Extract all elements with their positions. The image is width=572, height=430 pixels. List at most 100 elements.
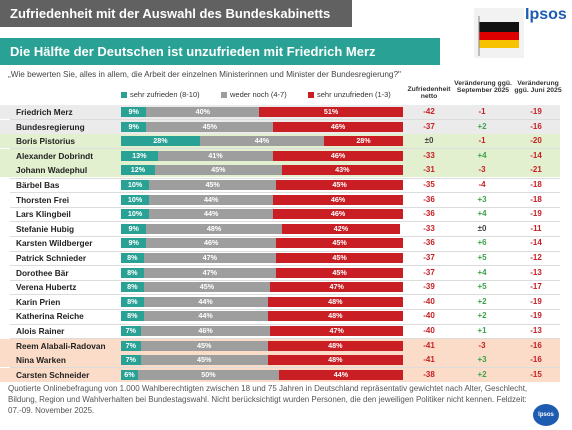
value-netto: -38 (423, 369, 435, 379)
bar-satisfied: 6% (121, 369, 138, 380)
value-change-june: -14 (530, 150, 542, 160)
bar-unsatisfied: 48% (267, 355, 403, 366)
value-change-june: -20 (530, 136, 542, 146)
value-change-june: -13 (530, 267, 542, 277)
bar-neutral: 41% (157, 150, 274, 161)
value-change-september: -1 (478, 107, 486, 116)
chart-row: Alois Rainer 7% 46% 47% -40 +1 -13 (0, 324, 560, 338)
chart-row: Boris Pistorius 28% 44% 28% ±0 -1 -20 (0, 134, 560, 149)
bar-satisfied: 28% (121, 136, 200, 147)
bar-unsatisfied: 45% (276, 253, 403, 263)
value-change-june: -16 (530, 121, 542, 131)
category-label: Karin Prien (16, 296, 61, 307)
value-netto: -40 (423, 296, 435, 306)
bar-satisfied: 13% (121, 150, 158, 161)
category-label: Katherina Reiche (16, 311, 84, 322)
category-label: Bärbel Bas (16, 180, 60, 190)
value-netto: -40 (423, 311, 435, 321)
bar-satisfied: 8% (121, 267, 144, 278)
bar-satisfied: 7% (121, 326, 141, 336)
value-change-september: +2 (477, 369, 487, 379)
bar-neutral: 44% (149, 194, 274, 205)
bar-neutral: 45% (143, 282, 271, 293)
value-netto: -42 (423, 107, 435, 116)
category-label: Reem Alabali-Radovan (16, 340, 106, 351)
bar-unsatisfied: 47% (270, 326, 403, 336)
value-change-june: -17 (530, 282, 542, 292)
bar-unsatisfied: 48% (267, 311, 403, 322)
value-change-september: +1 (477, 326, 487, 335)
row-divider (10, 250, 560, 252)
row-divider (10, 323, 560, 325)
legend-neutral-swatch (221, 91, 227, 98)
bar-neutral: 48% (146, 223, 282, 234)
chart-row: Bundesregierung 9% 45% 46% -37 +2 -16 (0, 119, 560, 134)
value-change-june: -14 (530, 238, 542, 248)
value-change-september: +3 (477, 194, 487, 204)
value-change-september: +5 (477, 282, 487, 292)
legend-satisfied-label: sehr zufrieden (8-10) (130, 90, 200, 99)
bar-unsatisfied: 28% (324, 136, 403, 147)
chart-row: Dorothee Bär 8% 47% 45% -37 +4 -13 (0, 266, 560, 280)
category-label: Nina Warken (16, 355, 66, 366)
value-netto: -31 (423, 165, 435, 175)
bar-satisfied: 10% (121, 180, 150, 190)
category-label: Carsten Schneider (16, 369, 90, 380)
bar-unsatisfied: 47% (270, 282, 403, 293)
bar-neutral: 44% (143, 311, 268, 322)
category-label: Verena Hubertz (16, 282, 77, 293)
value-netto: -39 (423, 282, 435, 292)
category-label: Dorothee Bär (16, 267, 69, 278)
chart-row: Patrick Schnieder 8% 47% 45% -37 +5 -12 (0, 251, 560, 265)
bar-satisfied: 8% (121, 311, 144, 322)
bar-neutral: 45% (149, 180, 277, 190)
bar-unsatisfied: 46% (273, 209, 403, 220)
bar-unsatisfied: 44% (278, 369, 403, 380)
chart-row: Friedrich Merz 9% 40% 51% -42 -1 -19 (0, 105, 560, 119)
bar-neutral: 46% (146, 238, 277, 249)
value-netto: -37 (423, 121, 435, 131)
chart-row: Karsten Wildberger 9% 46% 45% -36 +6 -14 (0, 236, 560, 250)
bar-neutral: 45% (140, 340, 268, 351)
bar-unsatisfied: 46% (273, 194, 403, 205)
value-change-june: -21 (530, 165, 542, 175)
legend-satisfied-swatch (121, 91, 127, 98)
column-header-september: Veränderung ggü. September 2025 (454, 80, 512, 94)
value-change-september: +2 (477, 121, 487, 131)
legend-satisfied: sehr zufrieden (8-10) (121, 90, 200, 99)
value-change-june: -18 (530, 180, 542, 189)
chart-subtitle: Die Hälfte der Deutschen ist unzufrieden… (0, 38, 440, 65)
bar-satisfied: 7% (121, 355, 141, 366)
value-change-september: +3 (477, 355, 487, 365)
value-netto: -36 (423, 209, 435, 219)
bar-neutral: 50% (137, 369, 279, 380)
bar-unsatisfied: 48% (267, 296, 403, 307)
row-divider (10, 279, 560, 281)
legend-neutral: weder noch (4-7) (221, 90, 287, 99)
ipsos-logo-small: Ipsos (533, 404, 559, 426)
chart-row: Johann Wadephul 12% 45% 43% -31 -3 -21 (0, 163, 560, 178)
row-divider (10, 221, 560, 223)
value-change-september: +2 (477, 296, 487, 306)
value-netto: -35 (423, 180, 435, 189)
value-change-june: -16 (530, 355, 542, 365)
category-label: Stefanie Hubig (16, 223, 75, 234)
category-label: Alexander Dobrindt (16, 150, 93, 161)
bar-unsatisfied: 51% (259, 107, 403, 117)
value-change-september: -4 (478, 180, 486, 189)
chart-row: Verena Hubertz 8% 45% 47% -39 +5 -17 (0, 280, 560, 294)
value-change-september: +5 (477, 253, 487, 262)
ipsos-logo: Ipsos (525, 6, 567, 23)
bar-neutral: 44% (143, 296, 268, 307)
chart-row: Katherina Reiche 8% 44% 48% -40 +2 -19 (0, 309, 560, 323)
bar-satisfied: 10% (121, 194, 150, 205)
bar-unsatisfied: 43% (281, 165, 403, 176)
value-change-june: -12 (530, 253, 542, 262)
footer-note: Quotierte Onlinebefragung von 1.000 Wahl… (8, 384, 528, 415)
bar-unsatisfied: 46% (273, 121, 403, 132)
value-change-september: -1 (478, 136, 486, 146)
category-label: Boris Pistorius (16, 136, 76, 147)
value-change-june: -11 (530, 223, 542, 233)
value-netto: -41 (423, 355, 435, 365)
bar-unsatisfied: 45% (276, 267, 403, 278)
